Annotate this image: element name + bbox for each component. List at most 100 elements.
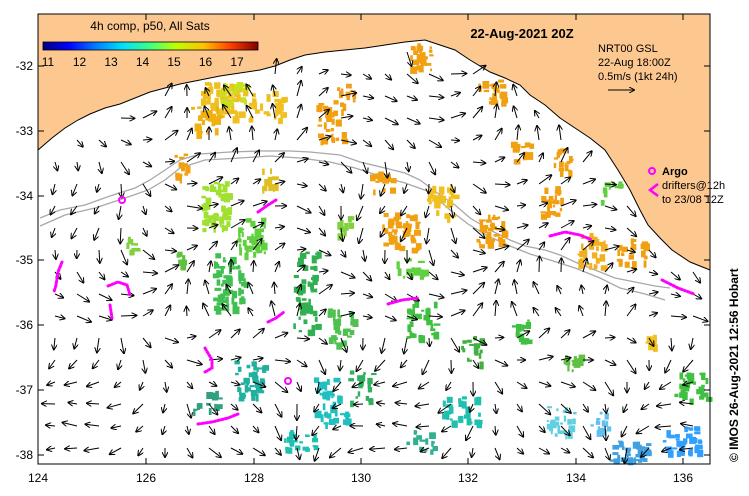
- sst-pixel: [257, 250, 263, 254]
- current-arrow: [312, 425, 320, 435]
- sst-pixel: [184, 172, 189, 176]
- current-arrow: [72, 227, 78, 238]
- sst-pixel: [425, 62, 432, 66]
- drifter-track: [548, 230, 594, 242]
- sst-pixel: [410, 55, 413, 61]
- current-arrow: [230, 179, 238, 185]
- sst-pixel: [314, 379, 319, 383]
- sst-pixel: [251, 394, 256, 401]
- current-arrow: [382, 337, 386, 353]
- current-arrow: [680, 402, 694, 404]
- sst-pixel: [626, 454, 629, 460]
- drifter-track: [106, 280, 132, 297]
- current-arrow: [142, 111, 156, 119]
- sst-pixel: [413, 50, 419, 55]
- sst-pixel: [430, 68, 432, 72]
- current-arrow: [438, 403, 452, 413]
- current-arrow: [186, 153, 200, 163]
- sst-pixel: [684, 426, 688, 433]
- sst-pixel: [290, 430, 294, 434]
- sst-pixel: [212, 213, 219, 221]
- sst-pixel: [346, 83, 352, 89]
- current-arrow: [428, 249, 433, 265]
- sst-pixel: [236, 82, 243, 90]
- current-arrow: [450, 74, 466, 75]
- sst-pixel: [701, 384, 705, 387]
- current-arrow: [74, 337, 77, 349]
- sst-pixel: [367, 381, 371, 389]
- current-arrow: [516, 447, 523, 454]
- current-arrow: [318, 359, 325, 374]
- current-arrow: [450, 272, 464, 275]
- current-arrow: [77, 161, 78, 170]
- sst-pixel: [578, 354, 586, 362]
- current-arrow: [406, 316, 417, 320]
- sst-pixel: [544, 187, 549, 194]
- sst-pixel: [438, 186, 445, 194]
- current-arrow: [494, 447, 500, 459]
- current-arrow: [76, 271, 83, 283]
- drifters-legend-line2: to 23/08 12Z: [662, 194, 724, 206]
- sst-pixel: [235, 116, 239, 123]
- sst-pixel: [241, 394, 246, 397]
- colorbar-tick-label: 17: [230, 55, 244, 69]
- sst-pixel: [619, 244, 623, 251]
- current-arrow: [421, 448, 430, 452]
- plot-frame: [37, 13, 711, 465]
- current-arrow: [539, 256, 540, 273]
- sst-pixel: [227, 87, 233, 92]
- current-arrow: [683, 382, 694, 385]
- sst-pixel: [675, 434, 680, 438]
- sst-pixel: [560, 197, 564, 206]
- sst-pixel: [705, 396, 713, 402]
- sst-pixel: [238, 273, 245, 281]
- sst-pixel: [549, 421, 557, 429]
- current-arrow: [55, 249, 56, 259]
- sst-pixel: [213, 297, 218, 302]
- sst-pixel: [413, 59, 420, 66]
- sst-pixel: [583, 251, 588, 260]
- sst-pixel: [327, 413, 332, 419]
- sst-pixel: [631, 261, 637, 269]
- current-arrow: [51, 205, 56, 215]
- current-arrow: [120, 139, 131, 144]
- current-arrow: [683, 359, 694, 372]
- current-arrow: [164, 284, 172, 295]
- current-arrow: [63, 423, 78, 427]
- current-arrow: [362, 118, 372, 120]
- sst-pixel: [349, 90, 356, 93]
- current-arrow: [115, 381, 122, 387]
- sst-pixel: [378, 171, 384, 179]
- sst-pixel: [249, 237, 252, 244]
- sst-pixel: [411, 267, 415, 273]
- y-axis: -32 -33 -34 -35 -36 -37 -38: [16, 59, 710, 462]
- sst-pixel: [390, 187, 397, 194]
- current-arrow: [274, 182, 284, 185]
- current-arrow: [203, 304, 210, 317]
- current-arrow: [401, 227, 408, 241]
- sst-pixel: [232, 306, 240, 315]
- sst-pixel: [307, 329, 314, 337]
- sst-pixel: [333, 417, 339, 424]
- sst-pixel: [373, 189, 376, 196]
- sst-pixel: [201, 91, 205, 97]
- current-arrow: [333, 426, 342, 429]
- sst-pixel: [433, 323, 441, 326]
- sst-pixel: [221, 283, 224, 287]
- sst-pixel: [320, 137, 324, 146]
- current-arrow: [340, 313, 354, 316]
- current-arrow: [582, 226, 591, 228]
- current-arrow: [205, 281, 210, 295]
- sst-pixel: [414, 300, 420, 308]
- colorbar-tick-label: 13: [104, 55, 118, 69]
- sst-pixel: [342, 138, 349, 145]
- current-arrow: [512, 302, 518, 317]
- sst-pixel: [476, 396, 482, 403]
- current-arrow: [314, 403, 320, 412]
- current-arrow: [538, 242, 544, 251]
- sst-pixel: [312, 438, 319, 443]
- sst-pixel: [215, 253, 222, 259]
- sst-pixel: [544, 214, 551, 218]
- current-arrow: [404, 183, 407, 193]
- sst-pixel: [257, 390, 265, 394]
